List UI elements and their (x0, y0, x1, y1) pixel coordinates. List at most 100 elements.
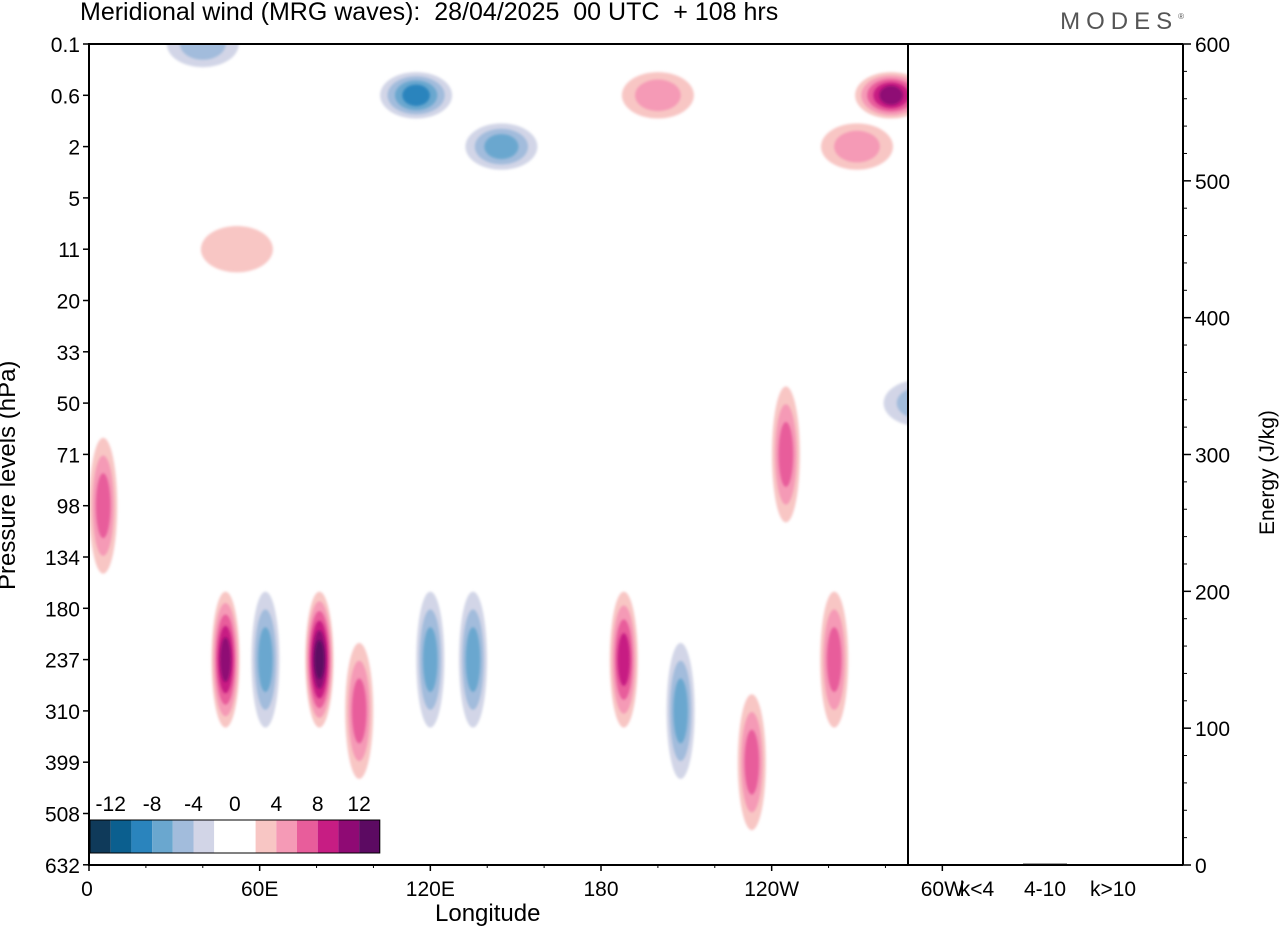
colorbar-label: -8 (143, 793, 162, 816)
y-tick-label: 632 (45, 855, 80, 878)
heatmap-field (89, 44, 1019, 831)
anomaly-blob-22-level-0 (991, 540, 1019, 676)
colorbar-label: 4 (270, 793, 282, 816)
y-tick-label: 399 (45, 752, 80, 775)
energy-bar-axes: 0 100 200 300 400 500 600 k<4 4-10 k>10 (908, 34, 1230, 901)
anomaly-blob-12-level-5 (314, 640, 325, 680)
x-tick-label: 120W (744, 878, 799, 901)
energy-tick-label: 100 (1195, 718, 1230, 741)
y-tick-label: 0.6 (51, 85, 80, 108)
anomaly-blob-22-level-2 (998, 576, 1013, 641)
y-tick-label: 180 (45, 598, 80, 621)
colorbar-swatch (255, 820, 277, 853)
colorbar-swatch (110, 820, 132, 853)
colorbar-swatch (172, 820, 194, 853)
anomaly-blob-20-level-1 (917, 657, 940, 765)
anomaly-blob-21-level-4 (958, 682, 971, 740)
energy-bar-k<4 (955, 864, 999, 865)
x-tick-label: 120E (406, 878, 455, 901)
registered-mark: ® (1178, 12, 1184, 21)
energy-bar-4-10 (1023, 863, 1067, 865)
anomaly-blob-20-level-2 (919, 671, 937, 751)
anomaly-blob-5-level-1 (834, 130, 880, 163)
colorbar-label: 0 (229, 793, 241, 816)
energy-bar-k>10 (1091, 864, 1135, 865)
x-tick-label: 0 (81, 878, 93, 901)
anomaly-blob-7-level-1 (896, 389, 908, 417)
anomaly-blob-21-level-0 (951, 643, 979, 779)
anomaly-blob-2-level-2 (484, 134, 519, 160)
colorbar-swatch (193, 820, 215, 853)
x-tick-label: 180 (583, 878, 618, 901)
energy-axis-label: Energy (J/kg) (1256, 410, 1279, 535)
anomaly-blob-11-level-2 (258, 627, 273, 692)
y-tick-label: 11 (58, 239, 80, 262)
x-tick-label: 60W (921, 878, 964, 901)
anomaly-blob-21-level-2 (955, 662, 976, 759)
anomaly-blob-16-level-3 (617, 633, 630, 686)
energy-tick-label: 0 (1195, 855, 1207, 878)
y-tick-label: 508 (45, 804, 80, 827)
anomaly-blob-20-level-3 (922, 685, 934, 738)
colorbar-label: 8 (312, 793, 324, 816)
brand-logo: MODES® (1060, 8, 1184, 36)
energy-tick-label: 600 (1195, 34, 1230, 57)
colorbar: -12 -8 -4 0 4 8 12 (89, 793, 381, 854)
chart-title: Meridional wind (MRG waves): 28/04/2025 … (80, 0, 779, 26)
anomaly-blob-21-level-3 (957, 672, 974, 750)
energy-tick-label: 500 (1195, 171, 1230, 194)
colorbar-label: 12 (347, 793, 370, 816)
y-tick-label: 50 (57, 393, 80, 416)
x-tick-label: 60E (241, 878, 278, 901)
colorbar-swatch (338, 820, 360, 853)
anomaly-blob-8-level-2 (778, 422, 794, 487)
colorbar-swatch (131, 820, 153, 853)
anomaly-blob-22-level-1 (994, 558, 1015, 658)
y-tick-label: 20 (57, 291, 80, 314)
colorbar-label: -12 (96, 793, 126, 816)
energy-category-label: k<4 (960, 878, 995, 901)
energy-category-label: 4-10 (1024, 878, 1066, 901)
colorbar-swatch (317, 820, 339, 853)
y-axis-label: Pressure levels (hPa) (0, 360, 21, 590)
y-tick-label: 2 (68, 137, 80, 160)
x-axis-label: Longitude (435, 900, 541, 927)
anomaly-blob-20-level-0 (914, 643, 942, 779)
energy-tick-label: 400 (1195, 308, 1230, 331)
anomaly-blob-10-level-4 (220, 637, 231, 682)
y-tick-label: 134 (45, 547, 80, 570)
anomaly-blob-17-level-2 (673, 678, 688, 744)
anomaly-blob-15-level-2 (465, 627, 481, 692)
energy-tick-label: 300 (1195, 445, 1230, 468)
brand-name: MODES (1060, 8, 1179, 35)
main-axes: 0.1 0.6 2 5 11 20 33 50 71 98 134 180 237 310 399 508 63… (45, 34, 964, 901)
anomaly-blob-7-level-0 (883, 381, 908, 426)
colorbar-border (89, 819, 381, 854)
colorbar-label: -4 (184, 793, 203, 816)
colorbar-swatch (152, 820, 173, 853)
anomaly-blob-13-level-2 (351, 678, 367, 744)
anomaly-blob-21-level-1 (953, 653, 977, 770)
y-tick-label: 5 (68, 188, 80, 211)
anomaly-blob-3-level-1 (635, 79, 681, 112)
colorbar-swatch (214, 820, 235, 853)
anomaly-blob-0-level-1 (179, 44, 226, 60)
y-tick-label: 310 (45, 701, 80, 724)
anomaly-blob-4-level-4 (879, 85, 903, 105)
anomaly-blob-1-level-3 (402, 84, 430, 107)
anomaly-blob-6-level-0 (200, 226, 273, 273)
anomaly-blob-21-level-5 (960, 691, 970, 730)
anomaly-blob-18-level-2 (744, 729, 760, 795)
colorbar-swatch (297, 820, 318, 853)
colorbar-swatch (234, 820, 256, 853)
y-tick-label: 237 (45, 650, 80, 673)
y-tick-label: 71 (57, 444, 80, 467)
energy-category-label: k>10 (1090, 878, 1136, 901)
y-tick-label: 33 (57, 342, 80, 365)
energy-tick-label: 200 (1195, 581, 1230, 604)
colorbar-swatch (359, 820, 380, 853)
colorbar-swatch (276, 820, 297, 853)
anomaly-blob-9-level-2 (95, 473, 111, 539)
colorbar-swatch (90, 820, 111, 853)
